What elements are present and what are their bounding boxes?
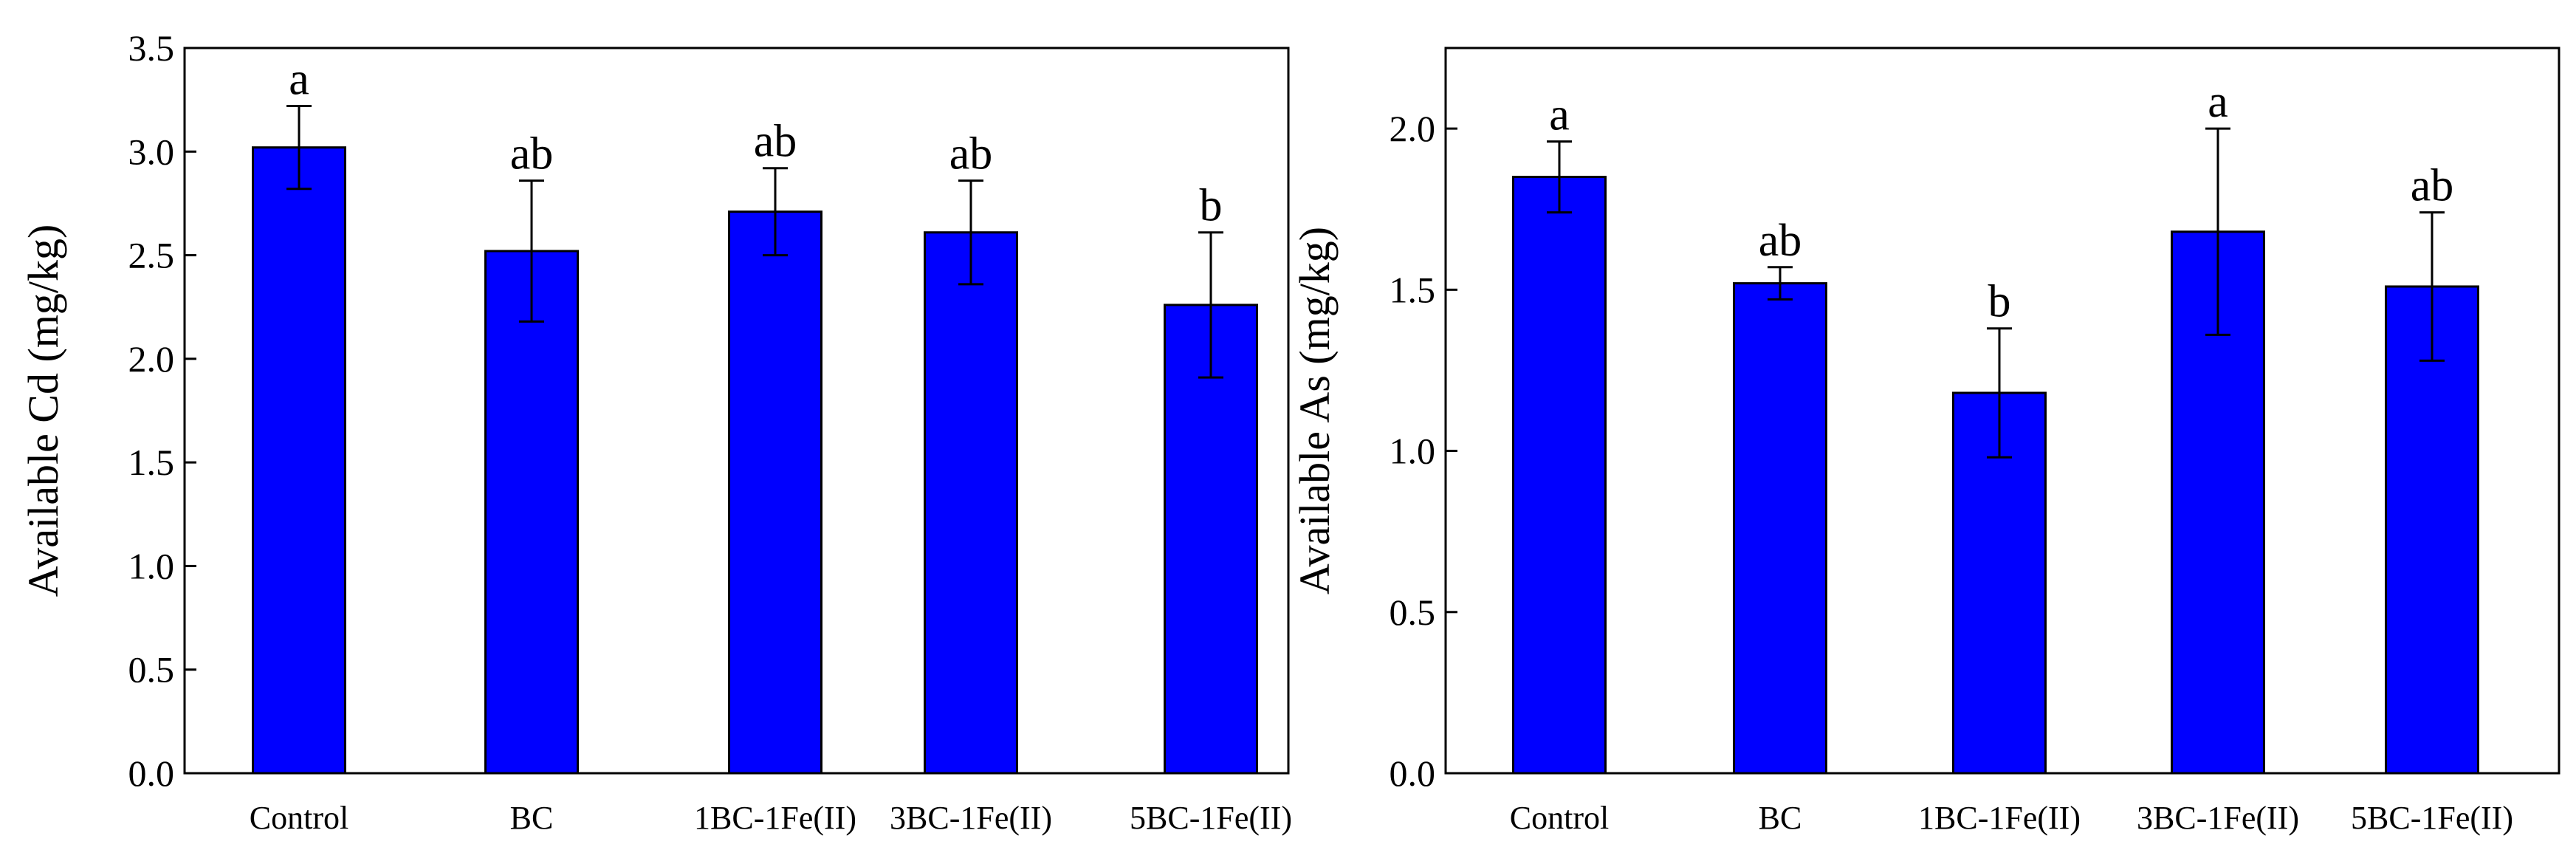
cd-significance-label: ab xyxy=(949,129,993,179)
cd-y-tick-label: 3.5 xyxy=(128,27,175,69)
as-category-label: 5BC-1Fe(II) xyxy=(2351,800,2513,836)
as-error-bar xyxy=(2419,211,2445,362)
cd-error-bar xyxy=(1198,231,1223,379)
cd-category-label: BC xyxy=(510,800,554,836)
cd-category-label: 5BC-1Fe(II) xyxy=(1130,800,1292,836)
as-y-axis-title: Available As (mg/kg) xyxy=(1291,227,1339,594)
cd-y-tick-label: 3.0 xyxy=(128,131,175,172)
as-category-label: 1BC-1Fe(II) xyxy=(1918,800,2081,836)
cd-y-tick-label: 0.0 xyxy=(128,753,175,794)
as-bar xyxy=(1733,282,1827,775)
cd-significance-label: ab xyxy=(510,129,554,179)
cd-category-label: Control xyxy=(250,800,348,836)
as-significance-label: b xyxy=(1988,277,2011,327)
cd-y-tick-label: 2.5 xyxy=(128,235,175,276)
as-significance-label: ab xyxy=(2411,161,2454,211)
as-significance-label: ab xyxy=(1759,216,1802,266)
as-bar xyxy=(2385,285,2479,775)
cd-y-tick-label: 1.5 xyxy=(128,442,175,483)
as-y-tick-label: 0.5 xyxy=(1390,592,1436,633)
as-error-bar xyxy=(2205,127,2230,336)
as-error-bar xyxy=(1547,140,1572,214)
cd-bar xyxy=(484,250,579,775)
cd-error-bar xyxy=(286,105,312,191)
as-y-tick-label: 1.5 xyxy=(1390,269,1436,310)
cd-error-bar xyxy=(763,167,788,257)
as-chart-panel: Available As (mg/kg) 0.0 0.5 1.0 1.5 2.0… xyxy=(1291,47,2560,836)
cd-chart-panel: Available Cd (mg/kg) 0.0 0.5 1.0 1.5 2.0… xyxy=(19,27,1292,836)
as-significance-label: a xyxy=(2208,77,2228,127)
cd-significance-label: b xyxy=(1200,181,1223,231)
as-y-tick-label: 1.0 xyxy=(1390,431,1436,472)
cd-error-bar xyxy=(519,179,544,323)
as-error-bar xyxy=(1768,266,1793,301)
cd-y-tick-label: 1.0 xyxy=(128,545,175,586)
cd-bar xyxy=(924,231,1018,775)
cd-bar xyxy=(252,146,346,775)
cd-significance-label: a xyxy=(289,55,309,105)
cd-significance-label: ab xyxy=(754,117,797,167)
as-significance-label: a xyxy=(1549,90,1570,140)
cd-y-tick-label: 0.5 xyxy=(128,649,175,690)
as-category-label: Control xyxy=(1510,800,1609,836)
cd-y-tick-label: 2.0 xyxy=(128,338,175,380)
as-y-tick-label: 0.0 xyxy=(1390,753,1436,794)
as-error-bar xyxy=(1987,327,2012,459)
cd-bar xyxy=(1164,304,1258,775)
as-category-label: BC xyxy=(1759,800,1802,836)
cd-error-bar xyxy=(958,179,983,286)
as-y-tick-label: 2.0 xyxy=(1390,108,1436,149)
cd-category-label: 3BC-1Fe(II) xyxy=(890,800,1052,836)
cd-category-label: 1BC-1Fe(II) xyxy=(694,800,856,836)
cd-bar xyxy=(728,210,822,775)
cd-y-axis-title: Available Cd (mg/kg) xyxy=(19,225,67,597)
as-bar xyxy=(1512,176,1607,775)
as-category-label: 3BC-1Fe(II) xyxy=(2137,800,2299,836)
